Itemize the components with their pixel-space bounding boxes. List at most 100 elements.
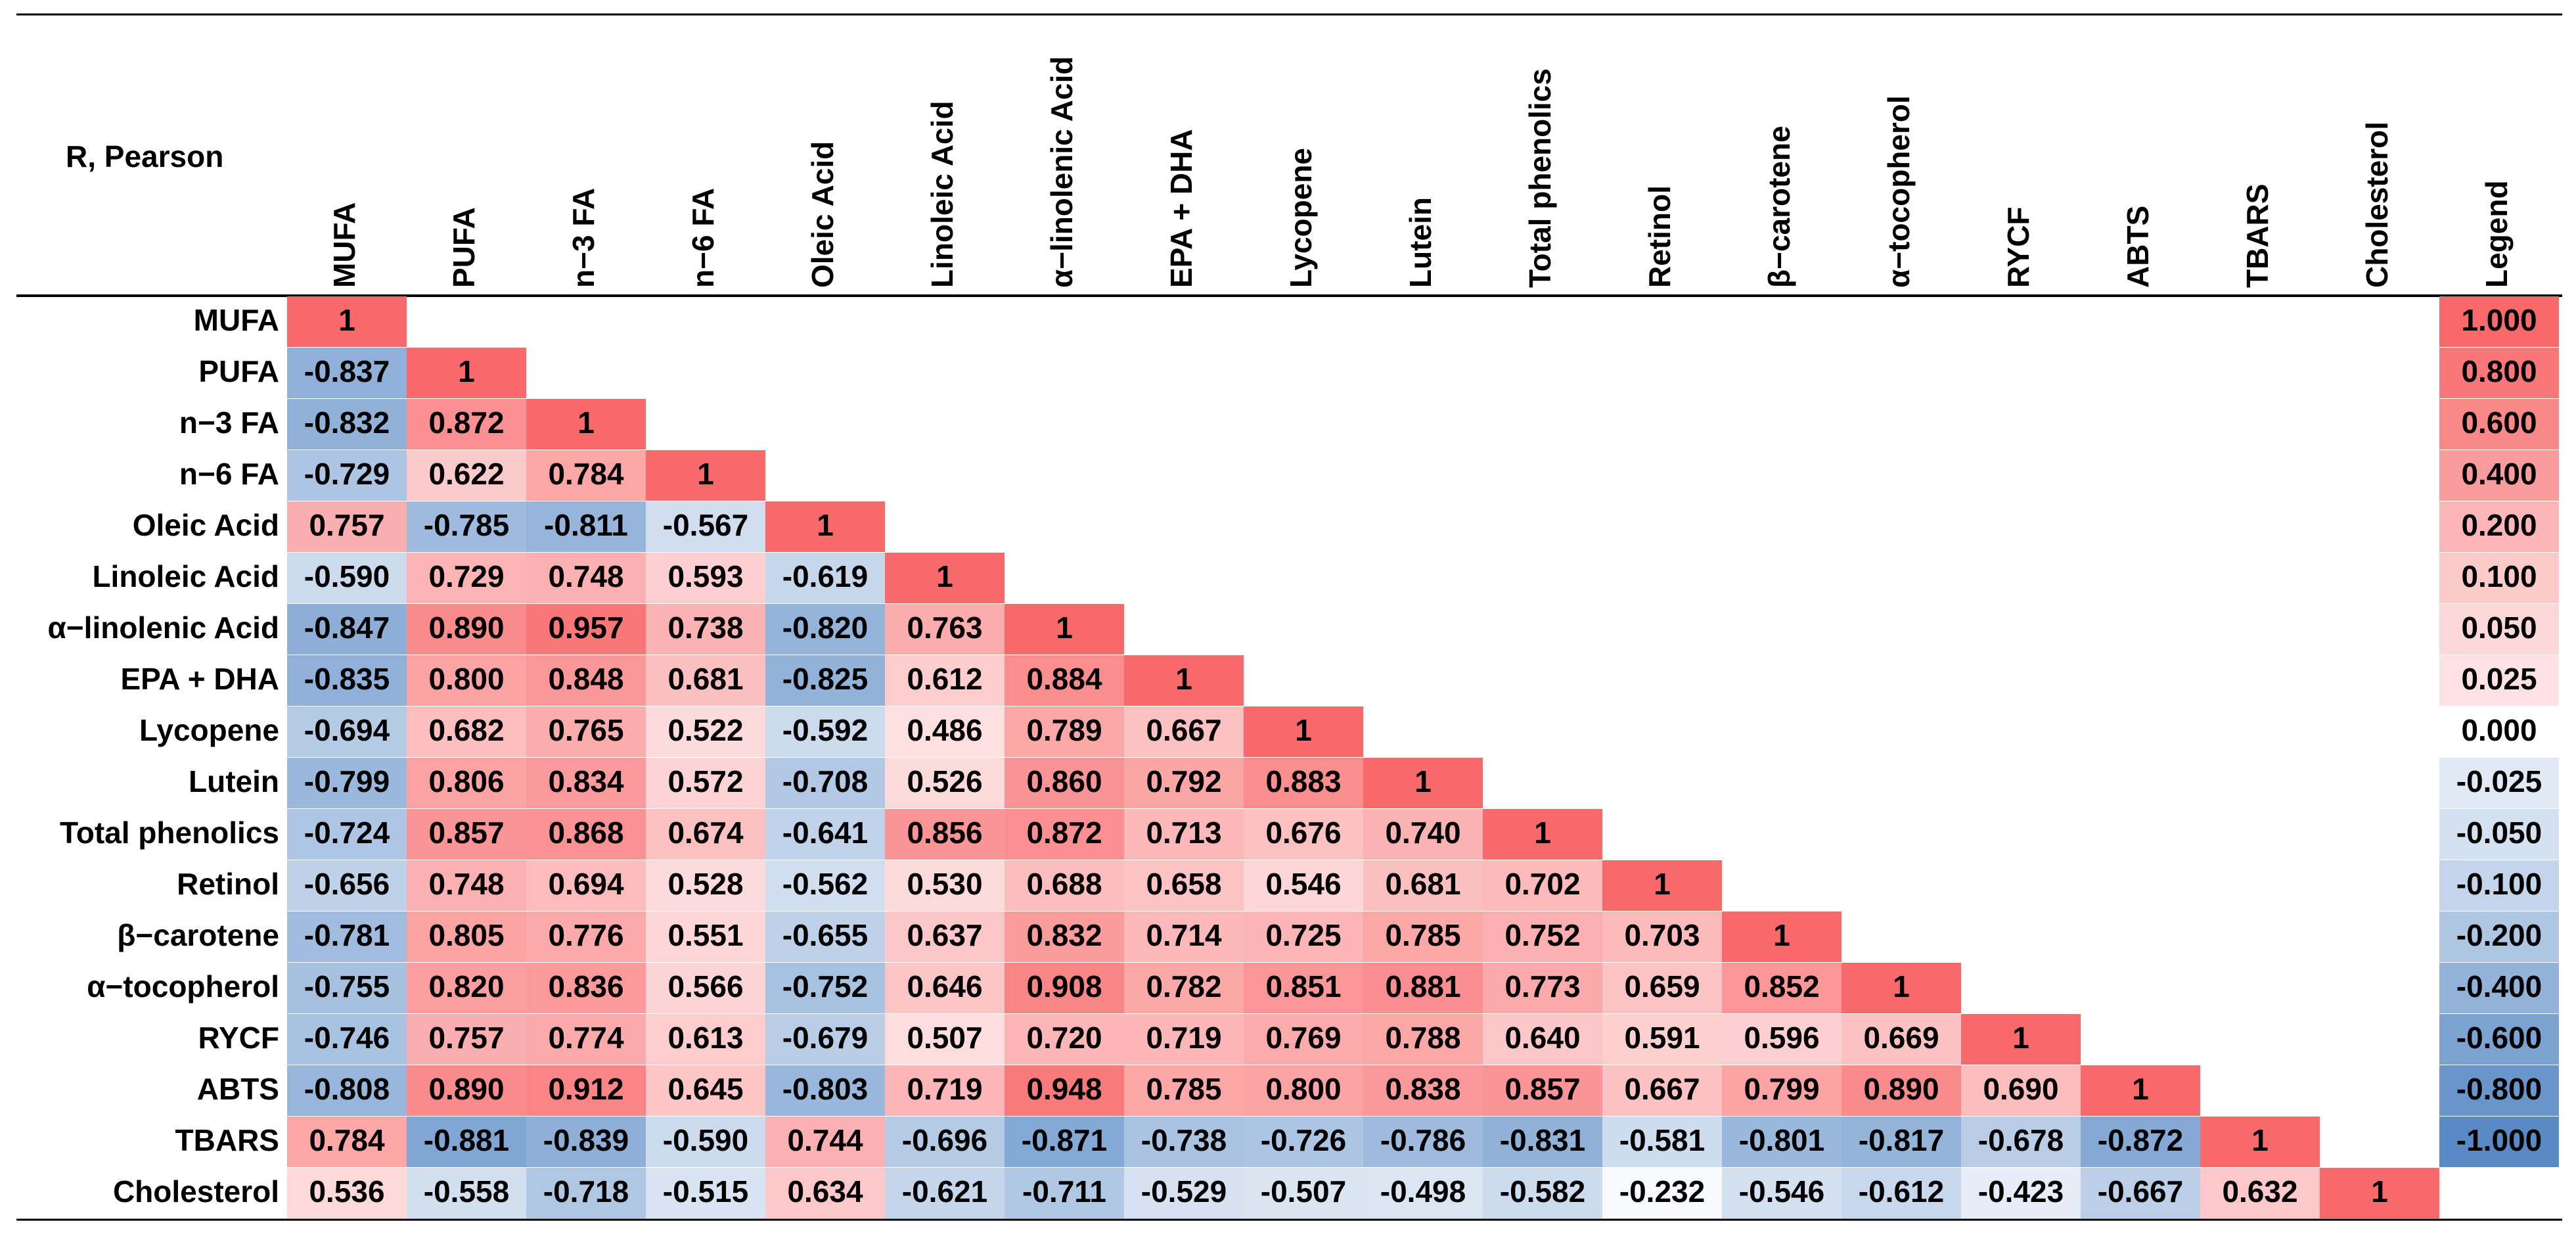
legend-value: -0.050 (2456, 816, 2542, 850)
column-header: ABTS (2121, 206, 2155, 288)
cell-value: 0.784 (548, 457, 624, 491)
cell-value: 1 (2371, 1174, 2388, 1209)
cell-fill (407, 758, 526, 808)
cell-value: -0.694 (304, 713, 390, 747)
cell-value: 0.593 (667, 559, 743, 593)
cell-fill (765, 553, 885, 603)
legend-value: 0.400 (2461, 457, 2537, 491)
cell-fill (646, 860, 765, 911)
cell-fill (287, 1065, 407, 1116)
cell-fill (1124, 860, 1244, 911)
cell-fill (1961, 1014, 2081, 1065)
cell-fill (1722, 1168, 1842, 1218)
cell-value: 0.890 (1863, 1072, 1939, 1106)
cell-fill (526, 655, 646, 706)
cell-fill (526, 450, 646, 501)
cell-fill (287, 1168, 407, 1218)
cell-fill (765, 809, 885, 860)
column-header: Oleic Acid (805, 141, 840, 288)
cell-value: 0.682 (428, 713, 504, 747)
cell-fill (1722, 911, 1842, 962)
cell-value: 0.681 (667, 662, 743, 696)
cell-value: 0.667 (1624, 1072, 1700, 1106)
column-header: EPA + DHA (1164, 129, 1198, 288)
legend-swatch (2439, 758, 2559, 808)
cell-fill (287, 809, 407, 860)
cell-fill (526, 911, 646, 962)
cell-value: 0.658 (1146, 867, 1221, 901)
legend-value: 0.800 (2461, 354, 2537, 388)
cell-fill (646, 604, 765, 655)
cell-fill (407, 1168, 526, 1218)
cell-value: 1 (458, 354, 475, 388)
cell-fill (407, 399, 526, 450)
cell-fill (1124, 655, 1244, 706)
cell-fill (646, 911, 765, 962)
row-label: Total phenolics (60, 816, 279, 850)
cell-value: 0.528 (667, 867, 743, 901)
cell-value: 0.805 (428, 918, 504, 952)
cell-value: 1 (936, 559, 953, 593)
cell-value: 0.957 (548, 611, 623, 645)
legend-value: 0.200 (2461, 508, 2537, 542)
cell-value: 0.632 (2222, 1174, 2297, 1209)
cell-value: -0.590 (663, 1123, 748, 1157)
cell-value: 0.744 (787, 1123, 863, 1157)
cell-fill (1722, 1117, 1842, 1167)
cell-value: -0.581 (1619, 1123, 1705, 1157)
cell-value: 0.883 (1265, 764, 1341, 798)
cell-value: -0.656 (304, 867, 390, 901)
cell-fill (287, 604, 407, 655)
cell-fill (407, 1065, 526, 1116)
legend-value: -0.025 (2456, 764, 2542, 798)
cell-fill (1244, 1117, 1363, 1167)
legend-value: 0.600 (2461, 405, 2537, 440)
cell-value: -0.738 (1141, 1123, 1227, 1157)
cell-fill (765, 911, 885, 962)
cell-value: 0.836 (548, 969, 623, 1004)
cell-fill (407, 348, 526, 398)
cell-value: -0.546 (1739, 1174, 1824, 1209)
cell-value: -0.724 (304, 816, 390, 850)
cell-value: -0.507 (1261, 1174, 1346, 1209)
cell-fill (526, 604, 646, 655)
cell-fill (1005, 1065, 1124, 1116)
cell-fill (526, 1065, 646, 1116)
column-header: Lycopene (1284, 148, 1318, 288)
row-label: n−3 FA (179, 405, 279, 440)
cell-fill (1483, 1168, 1602, 1218)
cell-value: -0.515 (663, 1174, 748, 1209)
cell-value: 0.834 (548, 764, 624, 798)
cell-value: -0.781 (304, 918, 390, 952)
cell-value: 0.566 (667, 969, 743, 1004)
cell-fill (646, 553, 765, 603)
cell-value: -0.803 (782, 1072, 868, 1106)
cell-value: 0.667 (1146, 713, 1221, 747)
cell-fill (526, 553, 646, 603)
cell-fill (1483, 963, 1602, 1013)
cell-fill (885, 1117, 1005, 1167)
row-label: Retinol (177, 867, 279, 901)
cell-fill (1124, 809, 1244, 860)
cell-value: 0.703 (1624, 918, 1700, 952)
cell-value: 0.765 (548, 713, 623, 747)
cell-value: 0.694 (548, 867, 624, 901)
cell-value: -0.752 (782, 969, 868, 1004)
cell-value: 0.857 (428, 816, 504, 850)
row-label: MUFA (194, 303, 279, 337)
cell-fill (526, 1014, 646, 1065)
cell-fill (1124, 758, 1244, 808)
cell-value: -0.755 (304, 969, 390, 1004)
cell-value: -0.832 (304, 405, 390, 440)
cell-value: -0.825 (782, 662, 868, 696)
row-label: RYCF (198, 1021, 279, 1055)
cell-value: 0.572 (667, 764, 743, 798)
cell-value: 0.890 (428, 611, 504, 645)
cell-fill (1363, 1014, 1483, 1065)
cell-value: 0.591 (1624, 1021, 1700, 1055)
cell-fill (765, 655, 885, 706)
cell-fill (1363, 963, 1483, 1013)
cell-fill (765, 604, 885, 655)
cell-fill (885, 1168, 1005, 1218)
